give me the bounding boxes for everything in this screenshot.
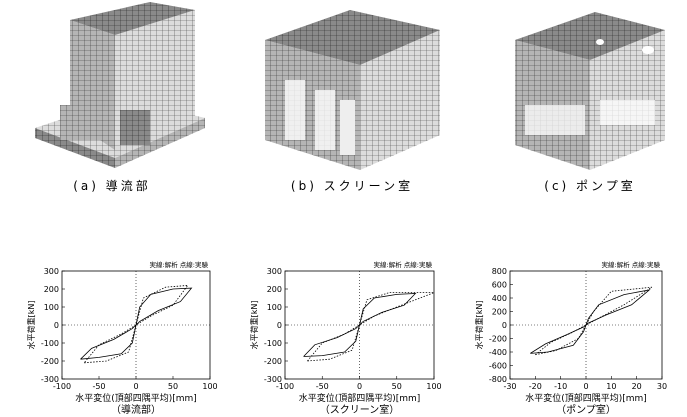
- legend-note: 実線:解析 点線:実験: [602, 260, 661, 269]
- x-tick-label: -100: [276, 382, 294, 391]
- x-tick-label: 0: [583, 382, 588, 391]
- x-tick-label: -100: [53, 382, 71, 391]
- chart-caption: （導流部）: [111, 403, 161, 416]
- x-axis-label: 水平変位(頂部四隅平均)[mm]: [75, 392, 197, 404]
- y-tick-label: -600: [489, 362, 507, 371]
- y-tick-label: -200: [41, 357, 59, 366]
- y-tick-label: 200: [44, 285, 59, 294]
- hysteresis-curve: [307, 292, 435, 362]
- y-tick-label: 600: [492, 281, 507, 290]
- y-tick-label: 0: [54, 321, 59, 330]
- panel-caption: (a) 導流部: [73, 178, 151, 193]
- x-tick-label: 20: [632, 382, 642, 391]
- chart-caption: （ポンプ室）: [556, 403, 616, 416]
- x-axis-label: 水平変位(頂部四隅平均)[mm]: [525, 392, 647, 404]
- hysteresis-curve: [303, 293, 417, 357]
- y-tick-label: 400: [492, 294, 507, 303]
- y-tick-label: 0: [502, 321, 507, 330]
- y-axis-label: 水平荷重[kN]: [474, 301, 484, 350]
- x-tick-label: 100: [426, 382, 441, 391]
- y-tick-label: -300: [264, 375, 282, 384]
- x-tick-label: -50: [316, 382, 329, 391]
- legend-note: 実線:解析 点線:実験: [374, 260, 433, 269]
- y-tick-label: -100: [41, 339, 59, 348]
- hysteresis-curve: [83, 284, 189, 364]
- x-tick-label: 0: [357, 382, 362, 391]
- panel-caption: (b) スクリーン室: [291, 178, 413, 193]
- y-tick-label: 200: [267, 285, 282, 294]
- x-tick-label: -50: [92, 382, 105, 391]
- x-tick-label: -20: [529, 382, 542, 391]
- y-tick-label: -200: [264, 357, 282, 366]
- y-tick-label: -100: [264, 339, 282, 348]
- y-tick-label: -400: [489, 348, 507, 357]
- y-axis-label: 水平荷重[kN]: [26, 301, 36, 350]
- y-tick-label: 800: [492, 267, 507, 276]
- y-tick-label: -800: [489, 375, 507, 384]
- y-tick-label: 100: [267, 303, 282, 312]
- hysteresis-curve: [535, 286, 653, 356]
- x-tick-label: -10: [554, 382, 567, 391]
- model-a: [35, 2, 205, 168]
- y-tick-label: -200: [489, 335, 507, 344]
- y-tick-label: 0: [277, 321, 282, 330]
- x-tick-label: 50: [168, 382, 178, 391]
- x-tick-label: 50: [392, 382, 402, 391]
- hysteresis-curve: [80, 287, 193, 360]
- x-tick-label: -30: [503, 382, 516, 391]
- x-tick-label: 100: [202, 382, 217, 391]
- x-tick-label: 30: [657, 382, 667, 391]
- chart-caption: （スクリーン室）: [320, 403, 400, 416]
- panel-caption: (c) ポンプ室: [544, 178, 635, 193]
- y-axis-label: 水平荷重[kN]: [249, 301, 259, 350]
- x-axis-label: 水平変位(頂部四隅平均)[mm]: [299, 392, 421, 404]
- model-c: [515, 12, 665, 170]
- y-tick-label: -300: [41, 375, 59, 384]
- y-tick-label: 100: [44, 303, 59, 312]
- x-tick-label: 10: [606, 382, 616, 391]
- y-tick-label: 300: [267, 267, 282, 276]
- x-tick-label: 0: [133, 382, 138, 391]
- legend-note: 実線:解析 点線:実験: [150, 260, 209, 269]
- y-tick-label: 300: [44, 267, 59, 276]
- hysteresis-curve: [530, 289, 651, 354]
- model-b: [265, 10, 440, 170]
- y-tick-label: 200: [492, 308, 507, 317]
